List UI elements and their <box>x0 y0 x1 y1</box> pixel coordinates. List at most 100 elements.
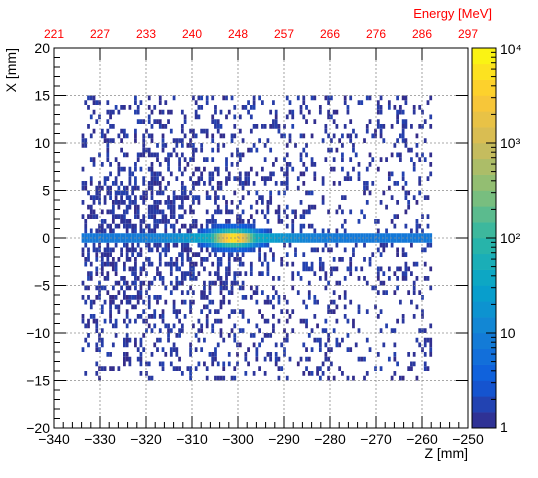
heatmap-cell <box>225 176 228 181</box>
heatmap-cell <box>153 152 157 158</box>
heatmap-cell <box>103 176 107 181</box>
heatmap-cell <box>335 233 339 238</box>
heatmap-cell <box>255 147 259 153</box>
heatmap-cell <box>258 95 261 101</box>
heatmap-cell <box>291 328 295 333</box>
heatmap-cell <box>145 290 148 295</box>
heatmap-cell <box>341 157 344 162</box>
heatmap-cell <box>109 162 112 167</box>
heatmap-cell <box>125 190 129 196</box>
heatmap-cell <box>305 152 308 158</box>
heatmap-cell <box>241 242 245 248</box>
heatmap-cell <box>153 200 157 205</box>
heatmap-cell <box>332 257 336 262</box>
heatmap-cell <box>299 318 303 324</box>
heatmap-cell <box>401 247 405 253</box>
heatmap-cell <box>310 95 314 101</box>
heatmap-cell <box>134 342 137 348</box>
heatmap-cell <box>263 233 267 238</box>
heatmap-cell <box>145 195 148 200</box>
heatmap-cell <box>100 366 104 371</box>
heatmap-cell <box>84 143 88 148</box>
heatmap-cell <box>354 233 358 238</box>
heatmap-cell <box>349 157 353 162</box>
heatmap-cell <box>167 200 170 205</box>
x-tick-label: −310 <box>176 431 208 447</box>
heatmap-cell <box>205 238 209 243</box>
heatmap-cell <box>365 124 369 129</box>
x-axis-label: Z [mm] <box>424 445 468 461</box>
heatmap-cell <box>288 138 292 143</box>
heatmap-cell <box>117 366 121 371</box>
heatmap-cell <box>363 181 366 186</box>
heatmap-cell <box>321 176 325 181</box>
heatmap-cell <box>205 195 209 200</box>
heatmap-cell <box>106 128 110 134</box>
heatmap-cell <box>134 138 137 143</box>
heatmap-cell <box>363 190 366 196</box>
heatmap-cell <box>294 233 297 238</box>
heatmap-cell <box>123 242 126 248</box>
colorbar-segment <box>472 317 496 334</box>
heatmap-cell <box>125 309 129 314</box>
heatmap-cell <box>404 124 408 129</box>
heatmap-cell <box>134 95 137 101</box>
heatmap-cell <box>238 328 242 333</box>
heatmap-cell <box>233 228 237 234</box>
heatmap-cell <box>396 138 399 143</box>
heatmap-cell <box>136 299 140 305</box>
heatmap-cell <box>183 299 187 305</box>
heatmap-cell <box>302 209 306 215</box>
heatmap-cell <box>376 124 380 129</box>
heatmap-cell <box>247 228 250 234</box>
heatmap-cell <box>214 190 217 196</box>
heatmap-cell <box>139 228 143 234</box>
heatmap-cell <box>426 223 430 229</box>
heatmap-cell <box>280 133 284 139</box>
heatmap-cell <box>410 228 413 234</box>
heatmap-cell <box>200 261 204 267</box>
heatmap-cell <box>346 105 350 110</box>
heatmap-cell <box>123 238 126 243</box>
heatmap-cell <box>379 200 383 205</box>
heatmap-cell <box>109 185 112 191</box>
heatmap-cell <box>100 228 104 234</box>
heatmap-cell <box>167 195 170 200</box>
heatmap-cell <box>161 238 165 243</box>
heatmap-cell <box>401 176 405 181</box>
heatmap-cell <box>429 114 433 120</box>
heatmap-cell <box>341 257 344 262</box>
heatmap-cell <box>216 228 220 234</box>
heatmap-cell <box>128 204 132 210</box>
heatmap-cell <box>371 238 375 243</box>
heatmap-cell <box>178 238 181 243</box>
heatmap-cell <box>346 238 350 243</box>
heatmap-cell <box>285 171 289 177</box>
heatmap-cell <box>192 171 195 177</box>
heatmap-cell <box>283 233 286 238</box>
heatmap-cell <box>161 314 165 319</box>
heatmap-cell <box>321 261 325 267</box>
heatmap-cell <box>252 371 256 376</box>
heatmap-cell <box>156 233 159 238</box>
heatmap-cell <box>327 280 330 286</box>
heatmap-cell <box>123 356 126 362</box>
heatmap-cell <box>139 352 143 357</box>
heatmap-cell <box>227 233 231 238</box>
heatmap-cell <box>158 295 162 300</box>
heatmap-cell <box>302 133 306 139</box>
heatmap-cell <box>415 276 419 281</box>
heatmap-cell <box>205 323 209 329</box>
heatmap-cell <box>423 157 427 162</box>
heatmap-cell <box>236 162 239 167</box>
y-tick-label: 20 <box>34 40 50 56</box>
heatmap-cell <box>208 271 212 276</box>
heatmap-cell <box>247 242 250 248</box>
heatmap-cell <box>318 261 322 267</box>
heatmap-cell <box>208 233 212 238</box>
heatmap-cell <box>109 138 112 143</box>
heatmap-cell <box>399 375 402 381</box>
heatmap-cell <box>106 209 110 215</box>
heatmap-cell <box>84 285 88 291</box>
